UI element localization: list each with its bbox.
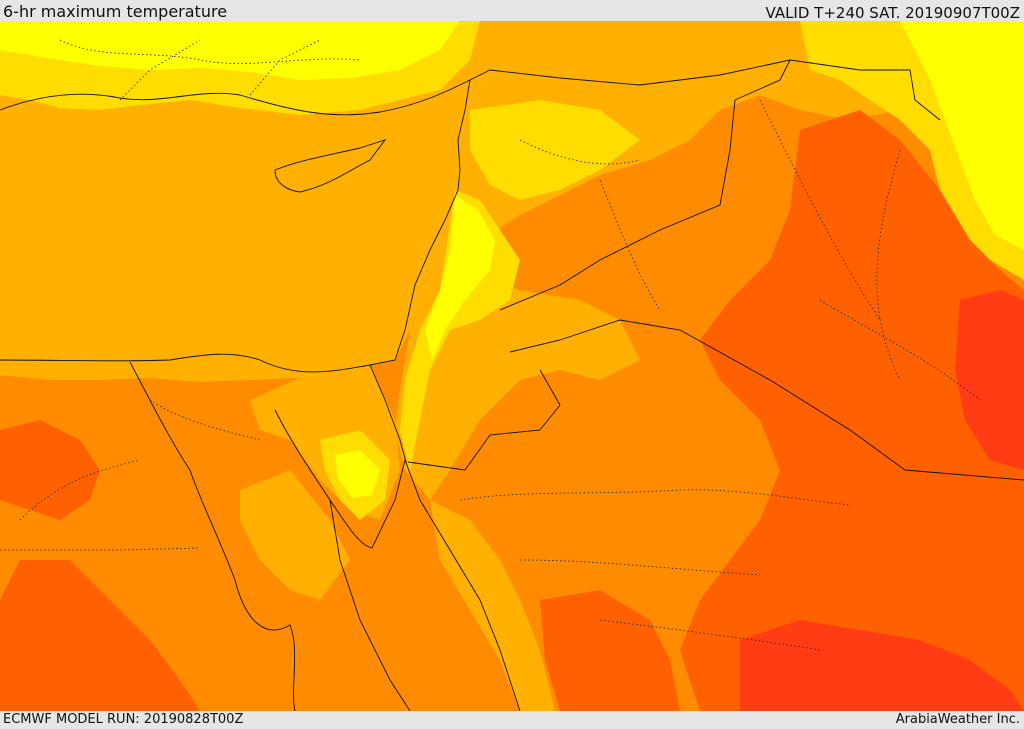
model-run-label: ECMWF MODEL RUN: 20190828T00Z — [3, 712, 244, 727]
coastline-levant — [369, 79, 471, 366]
coastline-egypt — [0, 353, 371, 373]
border-syria-iraq — [499, 59, 791, 311]
footer-bar: ECMWF MODEL RUN: 20190828T00Z ArabiaWeat… — [0, 711, 1024, 729]
map-title: 6-hr maximum temperature — [3, 2, 228, 21]
hot-field-egypt-west — [0, 420, 100, 520]
hot-field-arabia-south — [540, 590, 680, 711]
hottest-field-south — [740, 620, 1024, 711]
cool-field-syria — [470, 100, 640, 200]
temperature-map — [0, 21, 1024, 711]
border-egypt-israel — [369, 364, 407, 463]
border-jordan-saudi — [407, 369, 561, 471]
province-lines-iraq — [759, 99, 981, 401]
coldest-field-turkey — [0, 21, 460, 80]
province-lines-egypt — [0, 399, 261, 551]
coastline-turkey — [0, 69, 491, 116]
coldest-field-sinai — [335, 450, 380, 498]
coastline-red-sea-west — [329, 499, 411, 711]
river-nile — [129, 361, 296, 711]
border-jordan-iraq — [509, 319, 1024, 481]
coastline-red-sea — [404, 459, 521, 711]
coldest-field-caucasus — [900, 21, 1024, 250]
hot-field-iraq — [680, 110, 1024, 711]
border-turkey-syria — [489, 59, 941, 121]
mild-field-red-sea-coast — [430, 500, 555, 711]
hot-field-egypt-south — [0, 560, 200, 711]
hottest-field-gulf — [955, 290, 1024, 470]
coldest-field-levant — [425, 195, 495, 360]
province-lines-turkey — [59, 39, 361, 101]
province-lines-saudi — [459, 489, 851, 651]
credit-label: ArabiaWeather Inc. — [895, 712, 1020, 727]
coastline-cyprus — [274, 139, 387, 193]
mild-field-east-desert — [240, 470, 350, 600]
header-bar: 6-hr maximum temperature VALID T+240 SAT… — [0, 0, 1024, 21]
valid-time-label: VALID T+240 SAT. 20190907T00Z — [765, 4, 1020, 22]
